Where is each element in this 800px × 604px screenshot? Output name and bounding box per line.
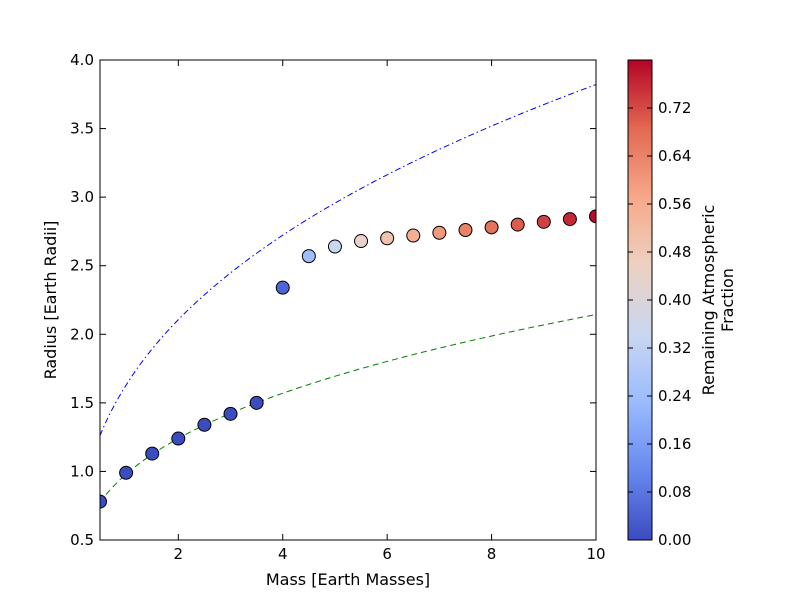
x-axis-ticks: 2 4 6 8 10 [174, 60, 606, 563]
colorbar-label: Remaining Atmospheric Fraction [699, 205, 737, 396]
x-tick-label: 4 [278, 545, 288, 563]
data-point-10 [327, 239, 342, 254]
colorbar-tick-label: 0.48 [658, 243, 691, 261]
colorbar-tick-label: 0.08 [658, 483, 691, 501]
data-point-9 [301, 249, 316, 264]
data-points [100, 209, 596, 509]
model-curves [100, 84, 596, 503]
model-curve-1 [100, 84, 596, 436]
y-tick-label: 1.5 [70, 394, 94, 412]
data-point-4 [171, 431, 186, 446]
data-point-7 [249, 395, 264, 410]
colorbar-tick-label: 0.40 [658, 291, 691, 309]
colorbar-tick-label: 0.56 [658, 195, 691, 213]
data-point-14 [432, 225, 447, 240]
data-point-16 [484, 220, 499, 235]
data-point-15 [458, 223, 473, 238]
x-tick-label: 10 [586, 545, 605, 563]
y-tick-label: 1.0 [70, 462, 94, 480]
y-tick-label: 2.0 [70, 325, 94, 343]
data-point-19 [562, 212, 577, 227]
colorbar-tick-label: 0.24 [658, 387, 691, 405]
colorbar-label-line-2: Fraction [718, 268, 737, 332]
model-curve-2 [100, 314, 596, 503]
x-axis-label: Mass [Earth Masses] [266, 570, 430, 589]
colorbar-label-line-1: Remaining Atmospheric [699, 205, 718, 396]
plot-frame [99, 59, 597, 541]
x-tick-label: 8 [487, 545, 497, 563]
colorbar-tick-label: 0.00 [658, 531, 691, 549]
data-point-20 [589, 209, 596, 224]
data-point-5 [197, 417, 212, 432]
data-point-6 [223, 406, 238, 421]
colorbar-tick-label: 0.32 [658, 339, 691, 357]
data-point-17 [510, 217, 525, 232]
colorbar-ticks: 0.00 0.08 0.16 0.24 0.32 0.40 0.48 0.56 0.64 0.72 [628, 99, 691, 549]
data-point-2 [119, 465, 134, 480]
colorbar-tick-label: 0.64 [658, 147, 691, 165]
data-point-18 [536, 214, 551, 229]
x-tick-label: 2 [174, 545, 184, 563]
colorbar-tick-label: 0.16 [658, 435, 691, 453]
data-point-8 [275, 280, 290, 295]
data-point-3 [145, 446, 160, 461]
data-point-1 [100, 494, 107, 509]
colorbar-tick-label: 0.72 [658, 99, 691, 117]
y-tick-label: 3.5 [70, 120, 94, 138]
data-point-11 [354, 234, 369, 249]
y-tick-label: 3.0 [70, 188, 94, 206]
data-point-13 [406, 228, 421, 243]
x-tick-label: 6 [382, 545, 392, 563]
y-axis-label: Radius [Earth Radii] [41, 221, 60, 380]
y-tick-label: 0.5 [70, 531, 94, 549]
y-tick-label: 4.0 [70, 51, 94, 69]
y-tick-label: 2.5 [70, 257, 94, 275]
y-axis-ticks: 0.5 1.0 1.5 2.0 2.5 3.0 3.5 4.0 [70, 51, 596, 549]
data-point-12 [380, 231, 395, 246]
